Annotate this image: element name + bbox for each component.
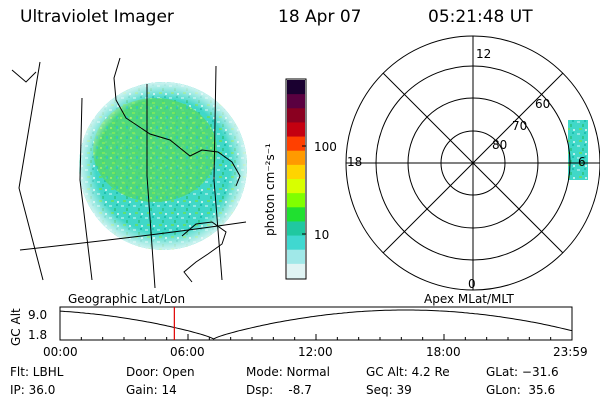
colorbar-tick-10: 10 [314,228,330,242]
timeline-axis-label: GC Alt [9,308,23,346]
colorbar-band [287,179,305,194]
time-label: 05:21:48 UT [428,7,533,27]
coastline-lines [11,57,241,283]
timeline-ytick-top: 9.0 [28,308,48,322]
date-label: 18 Apr 07 [278,7,362,27]
polar-aurora-patch [568,120,588,180]
timeline-xtick-4: 23:59 [553,345,588,359]
timeline-right-title: Apex MLat/MLT [424,292,514,306]
polar-lat-80: 80 [492,138,508,152]
colorbar-band [287,164,305,180]
info-dsp: Dsp: -8.7 [246,383,312,397]
colorbar-band [287,221,305,237]
timeline-xtick-3: 18:00 [426,345,461,359]
earth-image [79,82,247,250]
colorbar [285,78,307,280]
polar-label-12: 12 [476,47,492,61]
polar-label-18: 18 [347,155,363,169]
geo-grid-lines [18,61,247,289]
timeline-xtick-0: 00:00 [43,345,78,359]
colorbar-band [287,263,305,279]
colorbar-band [287,80,305,95]
info-mode: Mode: Normal [246,365,330,379]
colorbar-band [287,193,305,208]
timeline-xtick-1: 06:00 [170,345,205,359]
polar-label-0: 0 [468,277,476,291]
info-filter: Flt: LBHL [10,365,64,379]
colorbar-band [287,122,305,138]
info-seq: Seq: 39 [366,383,412,397]
colorbar-tick-100: 100 [314,140,337,154]
colorbar-band [287,108,305,124]
colorbar-band [287,136,305,152]
info-door: Door: Open [126,365,195,379]
timeline-xtick-2: 12:00 [298,345,333,359]
polar-plot [345,35,600,291]
info-gain: Gain: 14 [126,383,177,397]
colorbar-unit-label: photon cm⁻²s⁻¹ [263,143,277,236]
timeline-left-title: Geographic Lat/Lon [68,292,186,306]
colorbar-band [287,249,305,265]
info-glat: GLat: −31.6 [486,365,559,379]
colorbar-band [287,235,305,251]
info-ip: IP: 36.0 [10,383,56,397]
info-glon: GLon: 35.6 [486,383,556,397]
colorbar-band [287,207,305,223]
polar-label-6: 6 [578,155,586,169]
polar-lat-70: 70 [512,119,528,133]
colorbar-band [287,150,305,166]
altitude-timeline [59,306,573,341]
colorbar-band [287,94,305,109]
instrument-title: Ultraviolet Imager [20,7,174,27]
timeline-ytick-bottom: 1.8 [28,328,48,342]
polar-lat-60: 60 [535,97,551,111]
info-gc-alt: GC Alt: 4.2 Re [366,365,450,379]
